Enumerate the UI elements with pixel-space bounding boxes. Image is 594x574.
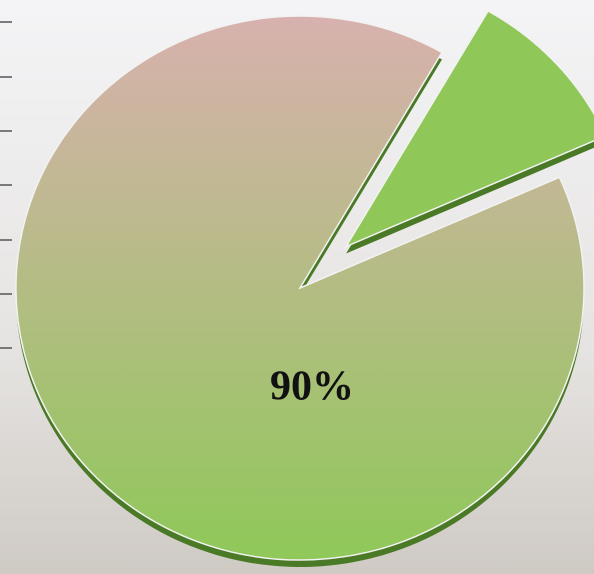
slice: [15, 15, 585, 561]
left-dashes: [0, 21, 12, 349]
slice: [344, 9, 594, 249]
data-label: 90%: [270, 364, 354, 410]
